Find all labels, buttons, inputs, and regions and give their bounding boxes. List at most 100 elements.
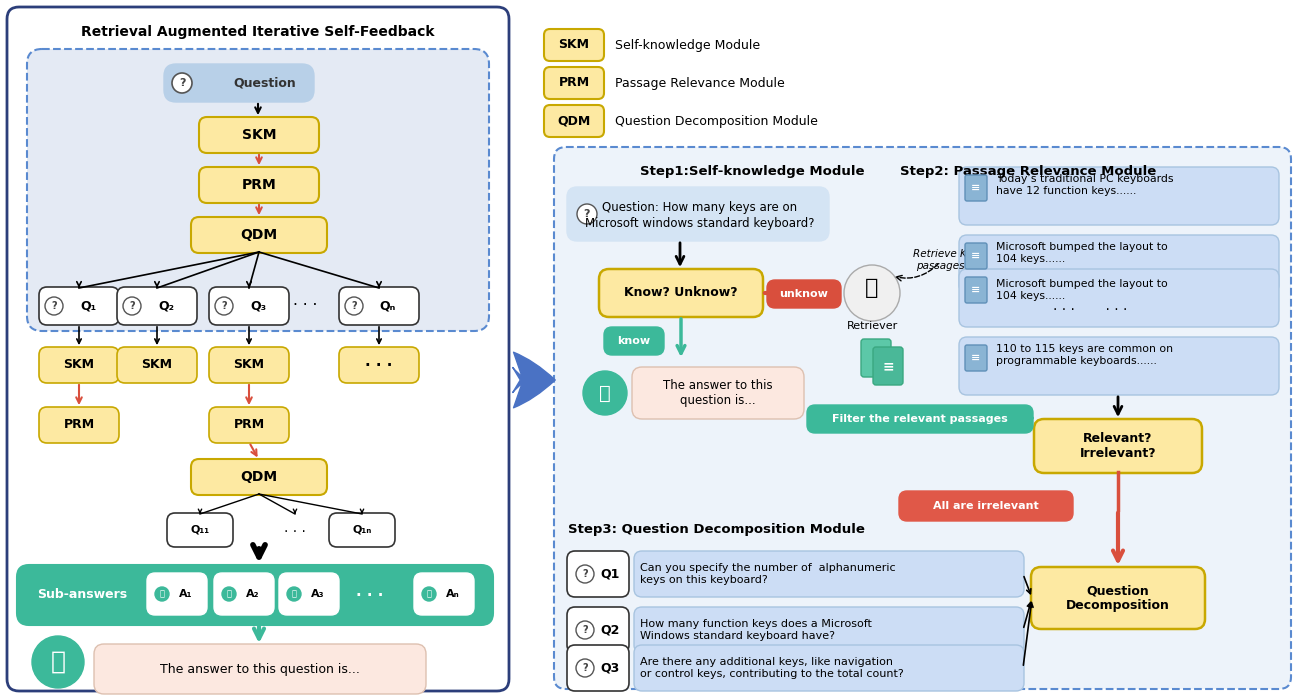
FancyBboxPatch shape xyxy=(210,407,289,443)
Text: ?: ? xyxy=(221,301,227,311)
Text: Ⓢ: Ⓢ xyxy=(51,650,65,674)
FancyBboxPatch shape xyxy=(39,347,118,383)
Text: Question: How many keys are on: Question: How many keys are on xyxy=(603,200,798,214)
Text: Q₁ₙ: Q₁ₙ xyxy=(353,525,371,535)
Text: ?: ? xyxy=(582,569,587,579)
FancyBboxPatch shape xyxy=(553,147,1292,689)
FancyBboxPatch shape xyxy=(199,117,319,153)
Circle shape xyxy=(33,636,85,688)
Text: ?: ? xyxy=(352,301,357,311)
Text: ?: ? xyxy=(129,301,135,311)
FancyBboxPatch shape xyxy=(1031,567,1204,629)
Text: ⚿: ⚿ xyxy=(160,590,164,598)
FancyBboxPatch shape xyxy=(566,551,629,597)
Text: Retrieve K
passages: Retrieve K passages xyxy=(913,249,967,271)
Text: ≡: ≡ xyxy=(971,183,980,193)
Text: SKM: SKM xyxy=(233,359,264,371)
FancyBboxPatch shape xyxy=(965,243,987,269)
FancyBboxPatch shape xyxy=(147,573,207,615)
Text: ?: ? xyxy=(582,663,587,673)
FancyBboxPatch shape xyxy=(329,513,395,547)
Text: All are irrelevant: All are irrelevant xyxy=(934,501,1039,511)
Text: Question Decomposition Module: Question Decomposition Module xyxy=(615,114,818,128)
Text: QDM: QDM xyxy=(241,470,277,484)
FancyBboxPatch shape xyxy=(199,167,319,203)
FancyBboxPatch shape xyxy=(339,347,419,383)
Text: Aₙ: Aₙ xyxy=(447,589,460,599)
FancyBboxPatch shape xyxy=(339,287,419,325)
FancyBboxPatch shape xyxy=(807,405,1032,433)
Text: ≡: ≡ xyxy=(971,353,980,363)
Text: PRM: PRM xyxy=(233,419,264,431)
Text: The answer to this question is...: The answer to this question is... xyxy=(160,662,359,676)
Text: A₃: A₃ xyxy=(311,589,324,599)
Text: Step3: Question Decomposition Module: Step3: Question Decomposition Module xyxy=(568,524,865,537)
Text: ⚿: ⚿ xyxy=(427,590,431,598)
Text: 110 to 115 keys are common on
programmable keyboards......: 110 to 115 keys are common on programmab… xyxy=(996,344,1173,366)
Text: Microsoft windows standard keyboard?: Microsoft windows standard keyboard? xyxy=(586,218,815,230)
Text: SKM: SKM xyxy=(242,128,276,142)
Circle shape xyxy=(155,587,169,601)
FancyBboxPatch shape xyxy=(566,607,629,653)
Text: ?: ? xyxy=(582,625,587,635)
FancyBboxPatch shape xyxy=(634,551,1023,597)
FancyBboxPatch shape xyxy=(965,175,987,201)
Text: Self-knowledge Module: Self-knowledge Module xyxy=(615,38,760,52)
FancyBboxPatch shape xyxy=(117,287,197,325)
Text: ?: ? xyxy=(51,301,57,311)
Text: Q2: Q2 xyxy=(600,623,620,637)
Text: ⚿: ⚿ xyxy=(227,590,232,598)
FancyBboxPatch shape xyxy=(544,67,604,99)
Text: SKM: SKM xyxy=(559,38,590,52)
Circle shape xyxy=(172,73,191,93)
FancyBboxPatch shape xyxy=(39,407,118,443)
FancyBboxPatch shape xyxy=(544,105,604,137)
Circle shape xyxy=(122,297,141,315)
Text: Q3: Q3 xyxy=(600,662,620,674)
Text: ≡: ≡ xyxy=(971,251,980,261)
Text: know: know xyxy=(617,336,651,346)
Text: Question: Question xyxy=(233,77,297,89)
Text: QDM: QDM xyxy=(241,228,277,242)
FancyBboxPatch shape xyxy=(94,644,426,694)
Text: Ⓢ: Ⓢ xyxy=(599,383,611,403)
Text: Relevant?
Irrelevant?: Relevant? Irrelevant? xyxy=(1079,432,1156,460)
FancyBboxPatch shape xyxy=(767,280,841,308)
Text: Retrieval Augmented Iterative Self-Feedback: Retrieval Augmented Iterative Self-Feedb… xyxy=(81,25,435,39)
Text: How many function keys does a Microsoft
Windows standard keyboard have?: How many function keys does a Microsoft … xyxy=(641,619,872,641)
Text: Retriever: Retriever xyxy=(846,321,897,331)
Text: Sub-answers: Sub-answers xyxy=(36,588,128,602)
Text: Q₁₁: Q₁₁ xyxy=(190,525,210,535)
FancyBboxPatch shape xyxy=(414,573,474,615)
Text: Question
Decomposition: Question Decomposition xyxy=(1066,584,1170,612)
FancyBboxPatch shape xyxy=(39,287,118,325)
Text: Qₙ: Qₙ xyxy=(380,299,396,313)
Circle shape xyxy=(577,204,598,224)
Text: Q₂: Q₂ xyxy=(158,299,174,313)
FancyBboxPatch shape xyxy=(210,287,289,325)
FancyBboxPatch shape xyxy=(17,565,493,625)
Circle shape xyxy=(575,565,594,583)
Text: ?: ? xyxy=(583,209,590,219)
Circle shape xyxy=(583,371,628,415)
Text: · · ·: · · · xyxy=(357,588,384,602)
Text: Filter the relevant passages: Filter the relevant passages xyxy=(832,414,1008,424)
FancyBboxPatch shape xyxy=(960,337,1279,395)
Text: · · ·: · · · xyxy=(293,299,318,313)
Text: PRM: PRM xyxy=(242,178,276,192)
FancyBboxPatch shape xyxy=(960,167,1279,225)
FancyBboxPatch shape xyxy=(861,339,891,377)
FancyBboxPatch shape xyxy=(167,513,233,547)
Text: PRM: PRM xyxy=(64,419,95,431)
FancyBboxPatch shape xyxy=(965,277,987,303)
FancyBboxPatch shape xyxy=(566,187,829,241)
Circle shape xyxy=(46,297,62,315)
FancyBboxPatch shape xyxy=(566,645,629,691)
Text: QDM: QDM xyxy=(557,114,591,128)
FancyBboxPatch shape xyxy=(117,347,197,383)
FancyBboxPatch shape xyxy=(544,29,604,61)
Text: A₂: A₂ xyxy=(246,589,260,599)
FancyBboxPatch shape xyxy=(27,49,490,331)
FancyBboxPatch shape xyxy=(634,607,1023,653)
Text: Step2: Passage Relevance Module: Step2: Passage Relevance Module xyxy=(900,165,1156,179)
